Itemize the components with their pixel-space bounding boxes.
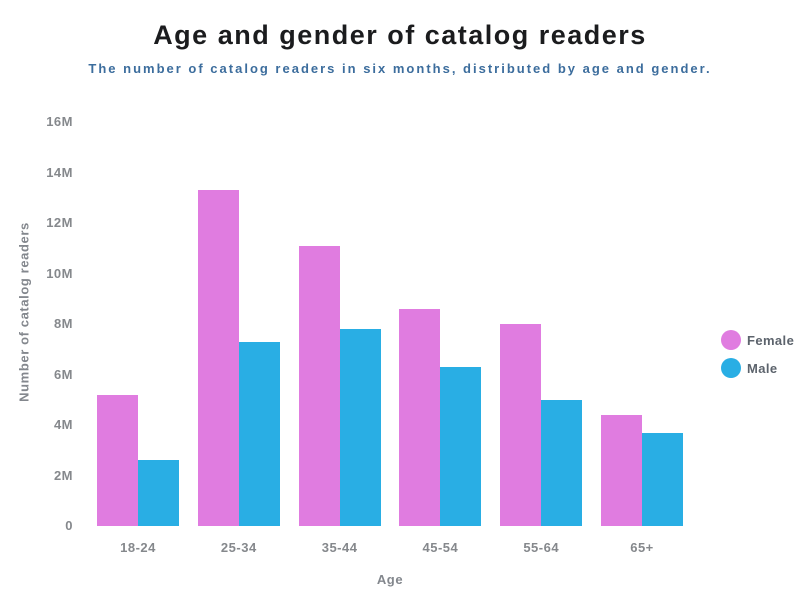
- legend-swatch-icon: [721, 358, 741, 378]
- bar-male-45-54: [440, 366, 482, 526]
- x-tick-label-55-64: 55-64: [523, 540, 560, 555]
- legend-label: Female: [747, 332, 795, 348]
- legend-label: Male: [747, 360, 778, 376]
- bar-male-65+: [642, 432, 683, 526]
- x-tick-label-65+: 65+: [630, 540, 654, 555]
- x-tick-label-25-34: 25-34: [220, 540, 257, 555]
- y-tick-label: 8M: [53, 316, 73, 331]
- y-tick-label: 2M: [53, 467, 73, 483]
- bar-female-55-64: [500, 324, 542, 526]
- legend: Female Male: [721, 330, 794, 378]
- chart-title: Age and gender of catalog readers: [153, 20, 647, 50]
- chart-subtitle: The number of catalog readers in six mon…: [88, 61, 712, 76]
- legend-item-male: Male: [721, 358, 794, 378]
- bar-female-18-24: [97, 394, 138, 526]
- x-tick-label-18-24: 18-24: [120, 540, 156, 555]
- y-tick-label: 12M: [46, 215, 73, 230]
- bar-female-45-54: [399, 308, 441, 526]
- bar-male-55-64: [541, 399, 583, 526]
- y-tick-label: 4M: [53, 417, 73, 432]
- x-axis-label: Age: [376, 572, 404, 587]
- y-tick-label: 6M: [53, 366, 73, 382]
- bar-male-25-34: [238, 341, 280, 526]
- y-tick-label: 16M: [46, 114, 73, 129]
- bar-male-35-44: [339, 329, 381, 526]
- bar-female-25-34: [197, 190, 239, 526]
- bar-male-18-24: [138, 460, 179, 526]
- x-tick-label-45-54: 45-54: [422, 540, 459, 555]
- x-tick-label-35-44: 35-44: [321, 540, 358, 555]
- y-tick-label: 14M: [46, 164, 73, 180]
- legend-item-female: Female: [721, 330, 794, 350]
- y-tick-label: 10M: [46, 265, 73, 281]
- y-tick-label: 0: [65, 518, 73, 533]
- bar-female-35-44: [298, 245, 340, 526]
- legend-swatch-icon: [721, 330, 741, 350]
- bar-female-65+: [601, 414, 642, 526]
